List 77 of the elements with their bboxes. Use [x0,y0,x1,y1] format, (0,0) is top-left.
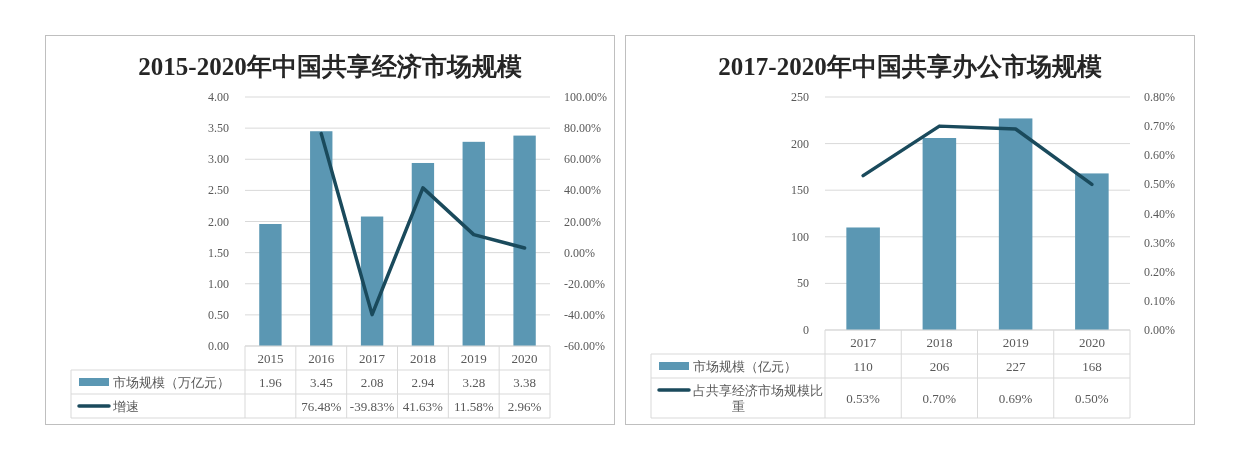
chart-title: 2015-2020年中国共享经济市场规模 [138,53,522,80]
bar [310,131,333,346]
data-label: 2.94 [411,375,435,390]
y2-tick-label: 0.50% [1144,177,1175,192]
y-tick-label: 200 [791,136,809,151]
data-label: 0.69% [998,391,1033,406]
legend-label: 市场规模（亿元） [693,359,797,374]
y-tick-label: 0.50 [208,307,229,322]
y-tick-label: 150 [791,183,809,198]
bar [411,162,435,346]
y2-tick-label: 0.30% [1144,235,1175,250]
data-label: 3.38 [513,375,536,390]
data-label: 0.53% [846,391,881,406]
bar [462,141,485,346]
legend-label: 占共享经济市场规模比重 [693,383,823,414]
data-label: 1.96 [259,375,283,390]
y2-tick-label: 20.00% [564,214,601,229]
data-label: 0.70% [922,391,957,406]
y2-tick-label: 0.40% [1144,206,1175,221]
y2-tick-label: 80.00% [564,121,601,136]
y-tick-label: 3.00 [208,152,229,167]
y2-tick-label: 100.00% [564,90,607,104]
bar [513,135,536,346]
y2-tick-label: -20.00% [564,276,605,291]
y2-tick-label: -40.00% [564,307,605,322]
x-tick-label: 2020 [1078,335,1105,350]
y2-tick-label: 0.00% [1144,323,1175,337]
data-label: 206 [929,359,950,374]
x-tick-label: 2018 [409,351,436,366]
x-tick-label: 2016 [308,351,335,366]
y-tick-label: 2.00 [208,214,229,229]
data-label: -39.83% [349,399,395,414]
data-label: 227 [1005,359,1026,374]
y2-tick-label: 0.80% [1144,90,1175,104]
x-tick-label: 2017 [359,351,386,366]
legend-label: 市场规模（万亿元） [113,375,230,390]
y-tick-label: 50 [797,276,809,291]
chart-title: 2017-2020年中国共享办公市场规模 [718,53,1102,80]
x-tick-label: 2019 [1002,335,1029,350]
data-label: 41.63% [402,399,444,414]
bar [998,118,1033,330]
y2-tick-label: 0.70% [1144,119,1175,134]
y2-tick-label: 60.00% [564,152,601,167]
bar [846,227,880,330]
data-label: 110 [853,359,873,374]
y-tick-label: 2.50 [208,183,229,198]
x-tick-label: 2020 [511,351,538,366]
data-label: 168 [1082,359,1102,374]
y2-tick-label: 0.20% [1144,264,1175,279]
y-tick-label: 1.50 [208,245,229,260]
legend-label: 增速 [112,399,139,414]
y-tick-label: 3.50 [208,121,229,136]
data-label: 76.48% [301,399,342,414]
x-tick-label: 2017 [850,335,877,350]
y-tick-label: 1.00 [208,276,229,291]
y-tick-label: 0.00 [208,339,229,353]
x-tick-label: 2019 [460,351,487,366]
bar [922,138,957,330]
data-label: 0.50% [1075,391,1109,406]
data-label: 3.28 [462,375,486,390]
bar [259,223,282,346]
x-tick-label: 2018 [926,335,953,350]
y-tick-label: 4.00 [208,90,229,104]
data-label: 2.96% [507,399,542,414]
y-tick-label: 0 [803,323,809,337]
y2-tick-label: 0.00% [564,245,595,260]
y2-tick-label: 0.10% [1144,293,1175,308]
data-label: 11.58% [453,399,494,414]
bar [1075,173,1109,330]
data-label: 2.08 [360,375,384,390]
y2-tick-label: 40.00% [564,183,601,198]
x-tick-label: 2015 [257,351,284,366]
y-tick-label: 100 [791,229,809,244]
y-tick-label: 250 [791,90,809,104]
y2-tick-label: 0.60% [1144,148,1175,163]
data-label: 3.45 [309,375,333,390]
y2-tick-label: -60.00% [564,339,605,353]
